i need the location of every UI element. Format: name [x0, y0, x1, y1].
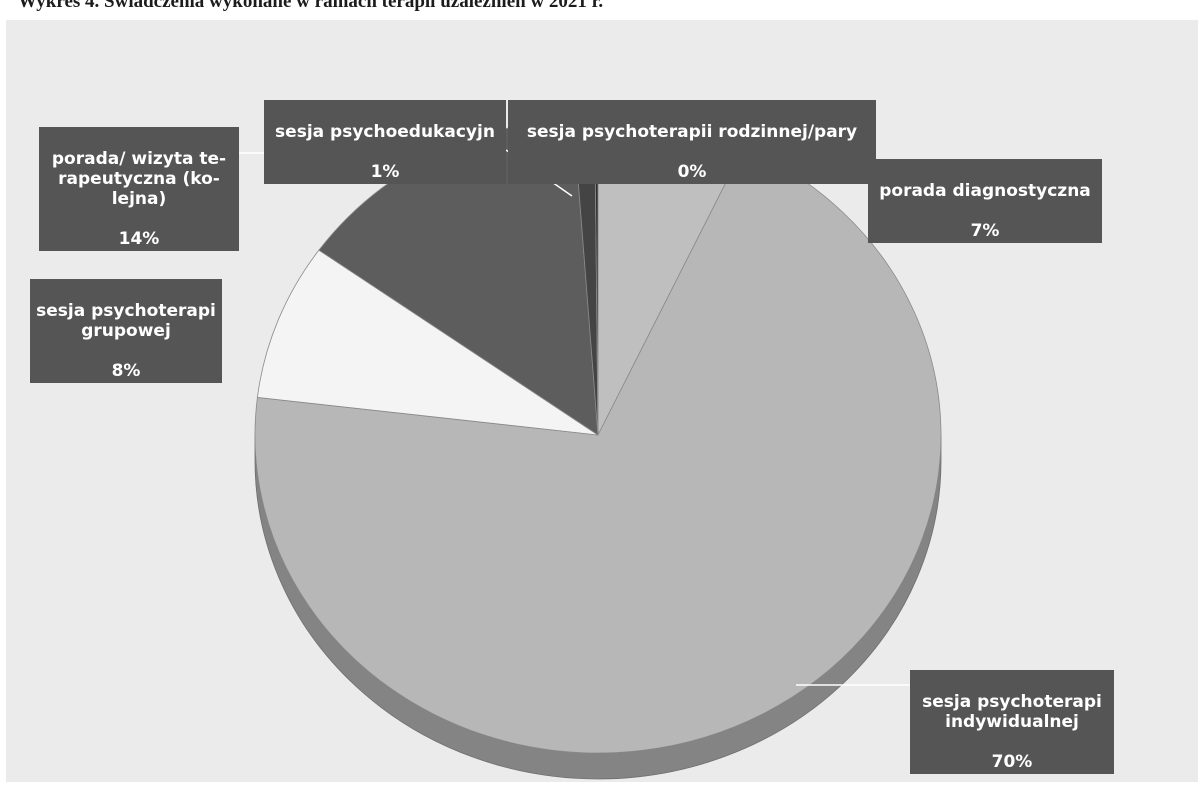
label-text-psychoterapia-rodzinna: sesja psychoterapii rodzinnej/pary — [526, 122, 858, 142]
label-value-sesja-psychoedukacyjna: 1% — [370, 162, 400, 182]
label-text-wizyta-terapeutyczna: porada/ wizyta te- rapeutyczna (ko- lejn… — [51, 149, 227, 209]
label-text-psychoterapia-indywidualna: sesja psychoterapi indywidualnej — [922, 692, 1102, 732]
data-label-porada-diagnostyczna: porada diagnostyczna 7% — [868, 159, 1102, 243]
label-text-psychoterapia-grupowa: sesja psychoterapi grupowej — [36, 301, 216, 341]
pie-slice-sesja-psychoterapii-indywidualnej — [254, 146, 942, 754]
label-text-sesja-psychoedukacyjna: sesja psychoedukacyjn — [275, 122, 495, 142]
chart-caption: Wykres 4. Świadczenia wykonane w ramach … — [18, 0, 604, 12]
label-text-porada-diagnostyczna: porada diagnostyczna — [879, 181, 1091, 201]
data-label-psychoterapia-rodzinna: sesja psychoterapii rodzinnej/pary 0% — [508, 100, 876, 184]
data-label-wizyta-terapeutyczna: porada/ wizyta te- rapeutyczna (ko- lejn… — [39, 127, 239, 251]
pie-chart — [239, 116, 942, 780]
label-value-wizyta-terapeutyczna: 14% — [118, 229, 160, 249]
label-value-psychoterapia-grupowa: 8% — [111, 361, 141, 381]
chart-area: porada diagnostyczna 7% sesja psychotera… — [6, 20, 1198, 782]
label-value-psychoterapia-rodzinna: 0% — [677, 162, 707, 182]
data-label-psychoterapia-grupowa: sesja psychoterapi grupowej 8% — [30, 279, 222, 383]
pie-top-layer — [254, 116, 942, 754]
pie-slice-sesja-psychoterapi-grupowej — [256, 249, 599, 436]
data-label-sesja-psychoedukacyjna: sesja psychoedukacyjn 1% — [264, 100, 506, 184]
data-label-psychoterapia-indywidualna: sesja psychoterapi indywidualnej 70% — [910, 670, 1114, 774]
label-value-psychoterapia-indywidualna: 70% — [991, 752, 1033, 772]
label-value-porada-diagnostyczna: 7% — [970, 221, 1000, 241]
